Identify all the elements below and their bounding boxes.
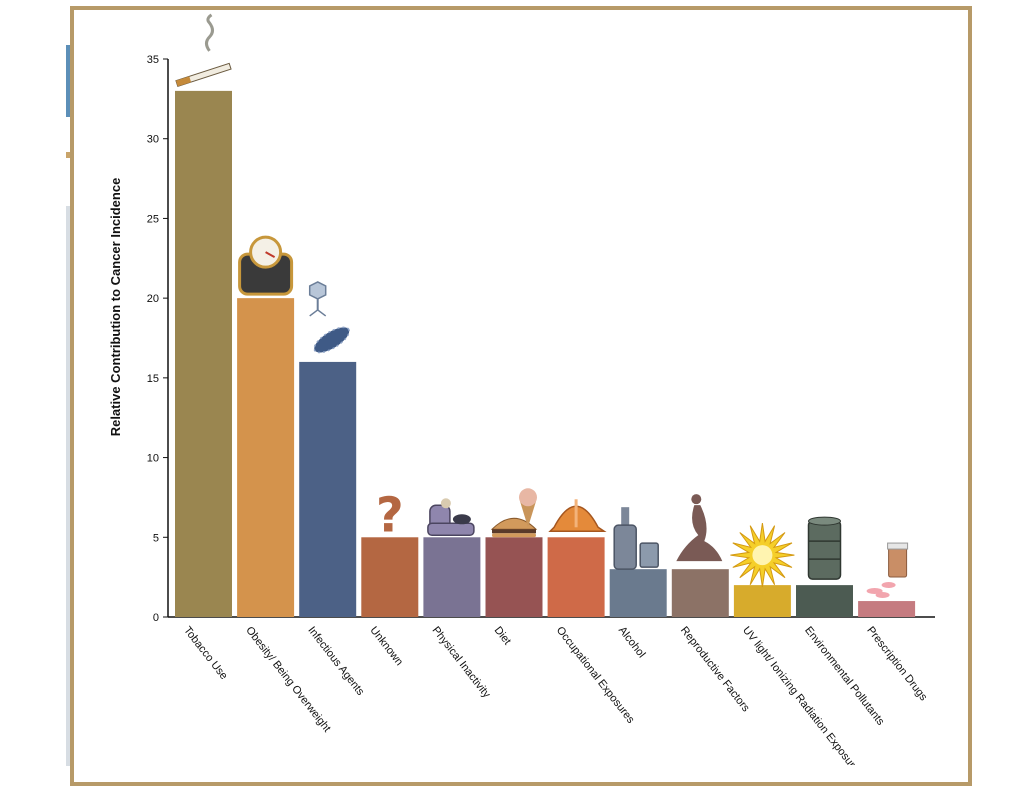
scale-icon: [238, 235, 294, 296]
category-label: Unknown: [367, 624, 405, 668]
bar: [299, 361, 357, 617]
bar: [796, 585, 853, 617]
category-label: Tobacco Use: [181, 624, 230, 682]
bar: [733, 585, 791, 617]
bar-chart: Relative Contribution to Cancer Incidenc…: [108, 13, 935, 765]
cigarette-icon: [175, 13, 232, 88]
category-label: UV light/ Ionizing Radiation Exposure: [740, 624, 861, 765]
y-tick-label: 20: [147, 293, 159, 305]
microbe-icon: [308, 281, 350, 354]
y-tick-label: 15: [147, 373, 159, 385]
bar: [671, 569, 729, 617]
y-axis-label: Relative Contribution to Cancer Incidenc…: [108, 178, 123, 437]
icons-group: ?: [175, 13, 909, 599]
category-label: Prescription Drugs: [864, 624, 929, 703]
background-window-edge: [66, 206, 70, 766]
category-label: Diet: [492, 624, 514, 647]
bar: [547, 537, 605, 617]
oil-drum-icon: [807, 516, 842, 580]
sunburst-icon: [730, 523, 795, 588]
y-tick-label: 5: [153, 532, 159, 544]
bottle-icon: [613, 507, 659, 570]
axes: 0 5 10 15 20 25 30 35: [147, 54, 935, 624]
bar: [609, 569, 667, 617]
category-label: Alcohol: [616, 624, 648, 660]
question-mark-icon: ?: [376, 487, 404, 543]
y-tick-label: 0: [153, 612, 159, 624]
bar: [361, 537, 419, 617]
category-label: Reproductive Factors: [678, 624, 752, 714]
y-tick-label: 10: [147, 453, 159, 465]
svg-text:?: ?: [376, 487, 404, 543]
y-tick-label: 35: [147, 54, 159, 66]
category-labels-group: Tobacco Use Obesity/ Being OverweightInfe…: [181, 624, 930, 765]
bar: [858, 601, 916, 617]
pill-bottle-icon: [866, 542, 909, 599]
bars-group: [175, 90, 916, 617]
y-tick-label: 25: [147, 213, 159, 225]
burger-icon: [490, 488, 538, 538]
bar: [423, 537, 481, 617]
hard-hat-icon: [548, 499, 607, 533]
background-window-edge: [66, 152, 70, 158]
background-window-edge: [66, 45, 70, 117]
bar: [175, 90, 232, 617]
category-label: Infectious Agents: [305, 624, 366, 698]
category-label: Physical Inactivity: [430, 624, 493, 700]
kneeling-woman-icon: [676, 494, 723, 562]
armchair-icon: [427, 498, 475, 537]
bar: [237, 298, 295, 617]
y-tick-label: 30: [147, 134, 159, 146]
bar: [485, 537, 543, 617]
